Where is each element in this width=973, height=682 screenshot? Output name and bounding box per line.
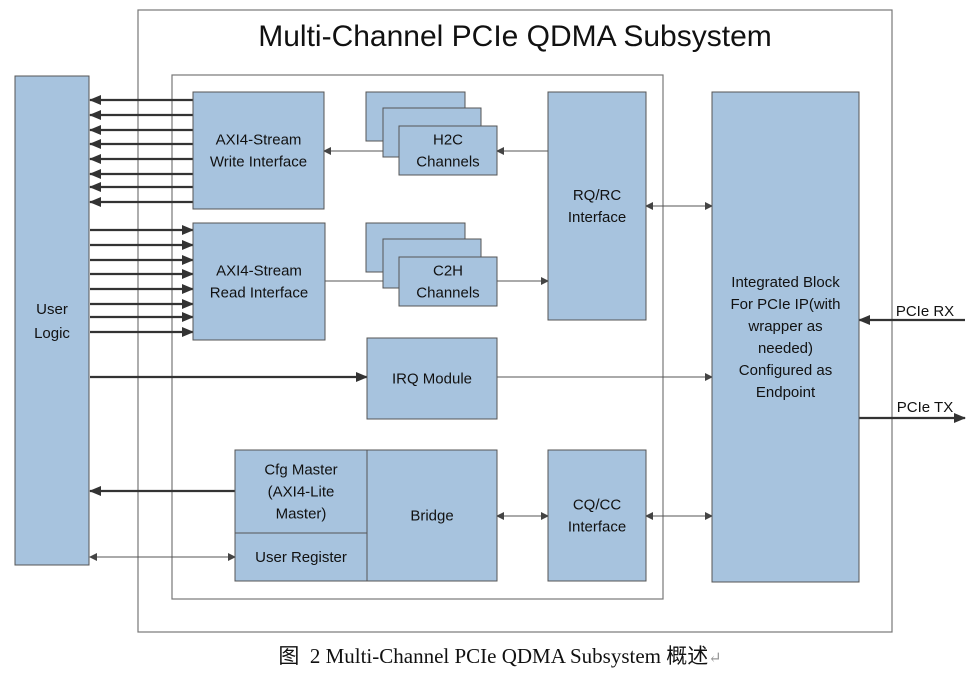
h2c-channel-block-label: Channels xyxy=(416,154,479,171)
paragraph-mark: ↵ xyxy=(708,650,722,667)
cfg-master-block: Cfg Master (AXI4-Lite Master) xyxy=(234,449,368,534)
axi-stream-read-block-shape xyxy=(192,222,326,341)
c2h-channel-block-label: C2H xyxy=(433,263,463,280)
rq-rc-interface-block: RQ/RC Interface xyxy=(547,91,647,321)
integrated-pcie-block-label: needed) xyxy=(758,340,813,357)
bridge-block-shape xyxy=(366,449,498,582)
user-register-block-shape xyxy=(234,532,368,582)
cfg-master-block-shape xyxy=(234,449,368,534)
inner-frame xyxy=(171,74,664,600)
bridge-block-label: Bridge xyxy=(410,508,453,525)
bridge-block: Bridge xyxy=(366,449,498,582)
pcie-rx-label: PCIe RX xyxy=(896,303,954,320)
pcie-tx-label: PCIe TX xyxy=(897,399,953,416)
cq-cc-interface-block: CQ/CC Interface xyxy=(547,449,647,582)
user-register-block-label: User Register xyxy=(255,549,347,566)
rq-rc-interface-block-shape xyxy=(547,91,647,321)
user-logic-block-label: User xyxy=(36,301,68,318)
integrated-pcie-block-label: Endpoint xyxy=(756,384,816,401)
user-logic-block: User Logic xyxy=(14,75,90,566)
integrated-pcie-block-shape xyxy=(711,91,860,583)
integrated-pcie-block-label: wrapper as xyxy=(747,318,822,335)
cfg-master-block-label: (AXI4-Lite xyxy=(268,484,335,501)
cfg-master-block-label: Master) xyxy=(276,506,327,523)
integrated-pcie-block: Integrated Block For PCIe IP(with wrapper … xyxy=(711,91,860,583)
qdma-diagram: Multi-Channel PCIe QDMA Subsystem User Lo… xyxy=(14,9,966,633)
integrated-pcie-block-label: For PCIe IP(with xyxy=(730,296,840,313)
user-register-block: User Register xyxy=(234,532,368,582)
c2h-channel-block-shape xyxy=(398,256,498,307)
c2h-channel-block-label: Channels xyxy=(416,285,479,302)
axi-stream-read-block: AXI4-Stream Read Interface xyxy=(192,222,326,341)
cq-cc-interface-block-shape xyxy=(547,449,647,582)
irq-module-block-label: IRQ Module xyxy=(392,371,472,388)
h2c-channel-block-label: H2C xyxy=(433,132,463,149)
axi-stream-write-block-label: AXI4-Stream xyxy=(216,132,302,149)
axi-stream-write-block: AXI4-Stream Write Interface xyxy=(192,91,325,210)
rq-rc-interface-block-label: RQ/RC xyxy=(573,187,622,204)
user-logic-block-label: Logic xyxy=(34,325,70,342)
h2c-channel-block: H2C Channels xyxy=(398,125,498,176)
integrated-pcie-block-label: Integrated Block xyxy=(731,274,840,291)
connections xyxy=(89,95,966,561)
axi-stream-write-block-label: Write Interface xyxy=(210,154,307,171)
caption-prefix: 图 xyxy=(278,644,300,668)
caption-text: 2 Multi-Channel PCIe QDMA Subsystem 概述 xyxy=(309,644,709,668)
cq-cc-interface-block-label: CQ/CC xyxy=(573,497,622,514)
axi-stream-read-block-label: Read Interface xyxy=(210,285,308,302)
irq-module-block-shape xyxy=(366,337,498,420)
integrated-pcie-block-label: Configured as xyxy=(739,362,832,379)
cfg-master-block-label: Cfg Master xyxy=(264,462,337,479)
diagram-title: Multi-Channel PCIe QDMA Subsystem xyxy=(258,20,772,53)
axi-stream-read-block-label: AXI4-Stream xyxy=(216,263,302,280)
axi-stream-write-block-shape xyxy=(192,91,325,210)
figure-caption: 图 2 Multi-Channel PCIe QDMA Subsystem 概述… xyxy=(0,640,973,670)
c2h-channel-block: C2H Channels xyxy=(398,256,498,307)
irq-module-block: IRQ Module xyxy=(366,337,498,420)
h2c-channel-block-shape xyxy=(398,125,498,176)
cq-cc-interface-block-label: Interface xyxy=(568,519,626,536)
rq-rc-interface-block-label: Interface xyxy=(568,209,626,226)
user-logic-block-shape xyxy=(14,75,90,566)
